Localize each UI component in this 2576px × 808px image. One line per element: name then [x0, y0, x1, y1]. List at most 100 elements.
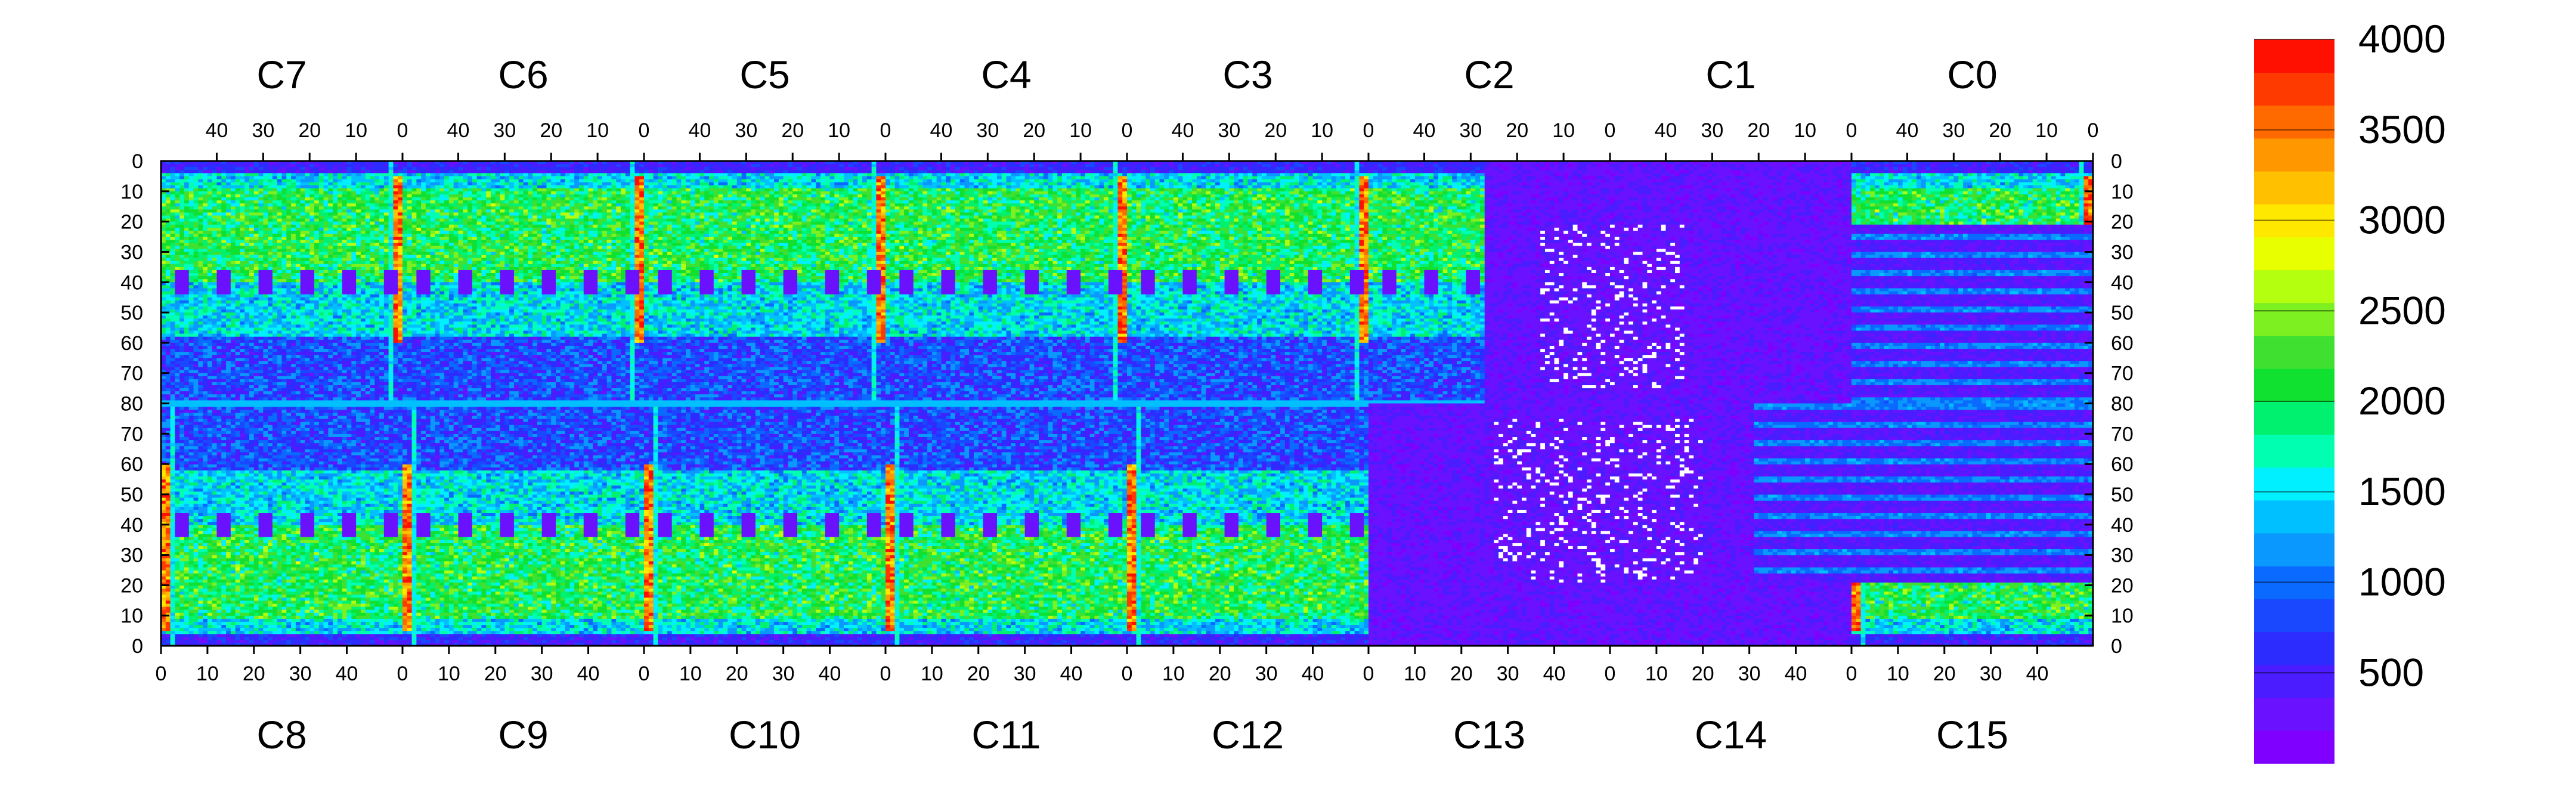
heatmap-cell [338, 194, 342, 198]
heatmap-cell [319, 209, 324, 213]
heatmap-cell [351, 246, 356, 249]
heatmap-cell [296, 249, 301, 252]
heatmap-cell [189, 200, 194, 204]
heatmap-cell [273, 215, 277, 219]
heatmap-cell [273, 194, 277, 198]
heatmap-cell [249, 246, 254, 249]
heatmap-cell [389, 249, 394, 252]
heatmap-cell [342, 212, 347, 216]
heatmap-cell [342, 228, 347, 231]
heatmap-cell [203, 194, 208, 198]
heatmap-cell [171, 167, 175, 171]
heatmap-cell [268, 212, 273, 216]
heatmap-cell [226, 173, 231, 177]
heatmap-cell [268, 234, 273, 237]
heatmap-cell [328, 197, 333, 201]
heatmap-cell [389, 219, 394, 222]
heatmap-cell [296, 179, 301, 182]
heatmap-cell [221, 234, 226, 237]
heatmap-cell [226, 188, 231, 192]
heatmap-cell [379, 206, 384, 210]
heatmap-cell [216, 231, 221, 234]
heatmap-cell [319, 240, 324, 243]
heatmap-cell [314, 188, 319, 192]
heatmap-cell [309, 200, 314, 204]
heatmap-cell [189, 191, 194, 195]
heatmap-cell [212, 234, 217, 237]
heatmap-cell [351, 206, 356, 210]
heatmap-cell [259, 209, 264, 213]
heatmap-cell [263, 243, 268, 246]
heatmap-cell [296, 234, 301, 237]
heatmap-cell [249, 164, 254, 168]
heatmap-cell [361, 173, 366, 177]
heatmap-cell [194, 212, 199, 216]
heatmap-cell [208, 209, 212, 213]
heatmap-cell [314, 252, 319, 255]
heatmap-cell [374, 176, 379, 179]
heatmap-cell [282, 222, 287, 225]
heatmap-cell [361, 222, 366, 225]
heatmap-cell [282, 215, 287, 219]
heatmap-cell [370, 176, 374, 179]
heatmap-cell [221, 170, 226, 174]
heatmap-cell [175, 219, 179, 222]
heatmap-cell [226, 225, 231, 228]
heatmap-cell [328, 167, 333, 171]
heatmap-cell [324, 191, 329, 195]
heatmap-cell [179, 215, 184, 219]
heatmap-cell [194, 240, 199, 243]
heatmap-cell [240, 164, 244, 168]
heatmap-cell [282, 231, 287, 234]
heatmap-cell [324, 222, 329, 225]
heatmap-cell [244, 209, 249, 213]
heatmap-cell [231, 246, 236, 249]
heatmap-cell [379, 249, 384, 252]
heatmap-cell [203, 237, 208, 240]
heatmap-cell [319, 234, 324, 237]
heatmap-cell [175, 185, 179, 189]
heatmap-cell [212, 225, 217, 228]
heatmap-cell [291, 182, 296, 186]
heatmap-cell [393, 170, 398, 174]
heatmap-cell [296, 222, 301, 225]
heatmap-cell [166, 209, 171, 213]
heatmap-cell [328, 176, 333, 179]
heatmap-cell [166, 203, 171, 207]
heatmap-cell [194, 167, 199, 171]
heatmap-cell [314, 170, 319, 174]
heatmap-cell [393, 173, 398, 177]
heatmap-cell [309, 243, 314, 246]
heatmap-cell [208, 249, 212, 252]
heatmap-cell [361, 225, 366, 228]
heatmap-cell [249, 231, 254, 234]
heatmap-cell [384, 225, 389, 228]
heatmap-cell [324, 237, 329, 240]
heatmap-cell [347, 200, 352, 204]
heatmap-cell [198, 222, 203, 225]
heatmap-cell [389, 194, 394, 198]
heatmap-cell [194, 234, 199, 237]
heatmap-cell [374, 173, 379, 177]
heatmap-cell [338, 185, 342, 189]
heatmap-cell [389, 164, 394, 168]
heatmap-cell [236, 222, 240, 225]
heatmap-cell [221, 191, 226, 195]
heatmap-cell [194, 188, 199, 192]
heatmap-cell [356, 246, 361, 249]
heatmap-cell [249, 237, 254, 240]
heatmap-cell [328, 219, 333, 222]
heatmap-cell [254, 215, 259, 219]
heatmap-cell [212, 179, 217, 182]
heatmap-cell [240, 194, 244, 198]
heatmap-cell [175, 252, 179, 255]
heatmap-cell [342, 167, 347, 171]
heatmap-cell [291, 219, 296, 222]
heatmap-cell [286, 197, 291, 201]
heatmap-cell [277, 222, 282, 225]
heatmap-cell [175, 206, 179, 210]
heatmap-cell [273, 243, 277, 246]
heatmap-cell [194, 219, 199, 222]
heatmap-cell [351, 228, 356, 231]
heatmap-cell [366, 246, 370, 249]
